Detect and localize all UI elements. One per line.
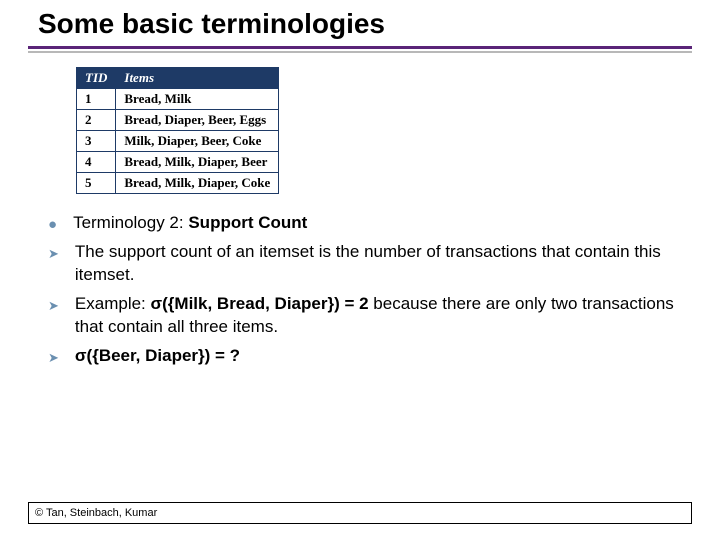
- table-header: Items: [116, 68, 279, 89]
- bullet-item: ➤ σ({Beer, Diaper}) = ?: [48, 345, 692, 368]
- bullet-heading: ● Terminology 2: Support Count: [48, 212, 692, 235]
- table-row: 4 Bread, Milk, Diaper, Beer: [77, 152, 279, 173]
- divider-primary: [28, 46, 692, 49]
- table-cell: Milk, Diaper, Beer, Coke: [116, 131, 279, 152]
- table-header: TID: [77, 68, 116, 89]
- table-header-row: TID Items: [77, 68, 279, 89]
- footer-credit: © Tan, Steinbach, Kumar: [28, 502, 692, 524]
- table-cell: 2: [77, 110, 116, 131]
- table-cell: Bread, Diaper, Beer, Eggs: [116, 110, 279, 131]
- table-cell: 1: [77, 89, 116, 110]
- bullet-item: ➤ Example: σ({Milk, Bread, Diaper}) = 2 …: [48, 293, 692, 339]
- bullet-item: ➤ The support count of an itemset is the…: [48, 241, 692, 287]
- heading-prefix: Terminology 2:: [73, 213, 188, 232]
- bullet-text: The support count of an itemset is the n…: [75, 241, 692, 287]
- table-cell: Bread, Milk: [116, 89, 279, 110]
- example-prefix: Example:: [75, 294, 151, 313]
- arrow-bullet-icon: ➤: [48, 245, 59, 263]
- table-row: 3 Milk, Diaper, Beer, Coke: [77, 131, 279, 152]
- heading-bold: Support Count: [188, 213, 307, 232]
- transactions-table: TID Items 1 Bread, Milk 2 Bread, Diaper,…: [76, 67, 279, 194]
- table-cell: 5: [77, 173, 116, 194]
- arrow-bullet-icon: ➤: [48, 297, 59, 315]
- transactions-table-wrap: TID Items 1 Bread, Milk 2 Bread, Diaper,…: [76, 67, 692, 194]
- table-row: 5 Bread, Milk, Diaper, Coke: [77, 173, 279, 194]
- table-cell: Bread, Milk, Diaper, Coke: [116, 173, 279, 194]
- arrow-bullet-icon: ➤: [48, 349, 59, 367]
- disc-bullet-icon: ●: [48, 215, 57, 235]
- bullet-text: Example: σ({Milk, Bread, Diaper}) = 2 be…: [75, 293, 692, 339]
- bullet-text: Terminology 2: Support Count: [73, 212, 692, 235]
- table-row: 1 Bread, Milk: [77, 89, 279, 110]
- table-cell: 4: [77, 152, 116, 173]
- divider-secondary: [28, 51, 692, 53]
- bullet-text: σ({Beer, Diaper}) = ?: [75, 345, 692, 368]
- slide: Some basic terminologies TID Items 1 Bre…: [0, 0, 720, 540]
- bullet-list: ● Terminology 2: Support Count ➤ The sup…: [48, 212, 692, 368]
- table-cell: 3: [77, 131, 116, 152]
- table-row: 2 Bread, Diaper, Beer, Eggs: [77, 110, 279, 131]
- table-cell: Bread, Milk, Diaper, Beer: [116, 152, 279, 173]
- example-sigma: σ({Milk, Bread, Diaper}) = 2: [151, 294, 369, 313]
- slide-title: Some basic terminologies: [28, 8, 692, 40]
